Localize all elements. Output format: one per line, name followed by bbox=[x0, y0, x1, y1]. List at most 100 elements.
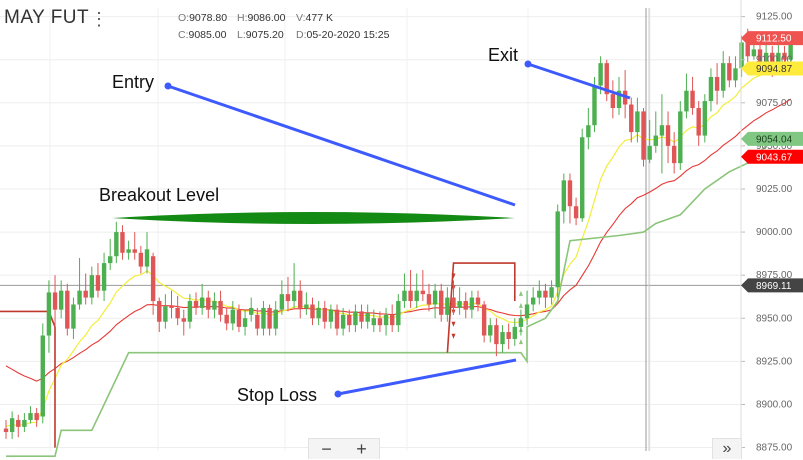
candle-body bbox=[34, 413, 39, 420]
candle-body bbox=[537, 290, 542, 298]
exit-arrow-dot bbox=[524, 60, 532, 68]
more-vertical-icon[interactable]: ⋮ bbox=[90, 9, 108, 29]
date-readout: D:05-20-2020 15:25 bbox=[296, 29, 390, 41]
candle-body bbox=[83, 290, 88, 298]
candle-body bbox=[206, 297, 211, 310]
candle-body bbox=[445, 297, 450, 315]
stop-loss-arrow bbox=[337, 358, 517, 396]
candle-body bbox=[101, 263, 107, 291]
candle-body bbox=[95, 275, 101, 291]
candle-body bbox=[187, 301, 193, 322]
stop-marker-down bbox=[451, 321, 456, 327]
candle-body bbox=[310, 304, 315, 319]
candle-body bbox=[494, 325, 499, 345]
y-tick-label: 9000.00 bbox=[756, 227, 793, 238]
candle-body bbox=[212, 301, 217, 310]
candle-body bbox=[690, 90, 695, 108]
annotation-overlays bbox=[112, 60, 631, 398]
candle-body bbox=[512, 326, 517, 339]
stop-marker-down bbox=[451, 273, 456, 279]
candle-body bbox=[236, 309, 242, 327]
candle-body bbox=[322, 307, 327, 322]
candle-body bbox=[255, 314, 260, 329]
candle-body bbox=[28, 413, 33, 420]
candle-body bbox=[261, 307, 266, 329]
candle-body bbox=[181, 318, 186, 322]
candle-body bbox=[65, 290, 70, 329]
candle-body bbox=[218, 301, 223, 315]
candle-body bbox=[641, 111, 646, 160]
price-axis[interactable]: 9125.00 9100.00 9075.00 9050.00 9025.00 9000.… bbox=[740, 0, 793, 458]
candle-body bbox=[776, 52, 781, 67]
zoom-in-button[interactable]: + bbox=[356, 438, 367, 459]
candle-body bbox=[285, 294, 291, 302]
exit-annotation: Exit bbox=[488, 45, 519, 65]
price-label-9094.87 bbox=[741, 61, 803, 76]
candle-body bbox=[702, 101, 708, 136]
price-label-text: 8969.11 bbox=[756, 281, 792, 292]
candle-body bbox=[432, 290, 438, 305]
candle-body bbox=[408, 290, 413, 302]
candle-body bbox=[120, 232, 125, 253]
candle-body bbox=[365, 313, 370, 322]
zoom-controls: − + bbox=[308, 438, 380, 459]
candle-body bbox=[573, 206, 579, 219]
candle-body bbox=[169, 306, 174, 308]
price-label-text: 9043.67 bbox=[756, 152, 793, 163]
candle-body bbox=[530, 297, 536, 305]
symbol-title[interactable]: MAY FUT bbox=[4, 7, 90, 28]
candle-body bbox=[524, 304, 530, 319]
candle-body bbox=[463, 301, 468, 310]
candle-body bbox=[316, 307, 321, 319]
entry-arrow bbox=[167, 84, 516, 207]
candle-body bbox=[163, 306, 168, 322]
y-tick-label: 9125.00 bbox=[756, 12, 793, 23]
candle-body bbox=[665, 125, 671, 146]
candle-body bbox=[242, 318, 248, 327]
candle-body bbox=[224, 314, 229, 324]
candle-body bbox=[114, 232, 119, 257]
stop-marker-down bbox=[451, 333, 456, 339]
y-tick-label: 8925.00 bbox=[756, 356, 793, 367]
exit-arrow bbox=[527, 62, 631, 100]
candle-body bbox=[481, 304, 487, 336]
candle-body bbox=[770, 52, 775, 67]
candle-body bbox=[273, 309, 278, 329]
candle-body bbox=[671, 145, 677, 164]
candle-body bbox=[193, 301, 199, 308]
candle-body bbox=[739, 42, 744, 69]
candle-body bbox=[383, 314, 389, 326]
stop-loss-annotation: Stop Loss bbox=[237, 385, 318, 405]
upper-stop-line bbox=[446, 262, 516, 353]
candle-body bbox=[647, 145, 652, 160]
stop-loss-arrow-dot bbox=[334, 390, 342, 398]
short-stop-line bbox=[0, 310, 56, 448]
candle-body bbox=[77, 290, 82, 305]
candle-body bbox=[291, 290, 297, 302]
y-tick-label: 9100.00 bbox=[756, 55, 793, 66]
candle-body bbox=[475, 297, 481, 305]
candle-body bbox=[267, 307, 272, 329]
price-label-8969.11 bbox=[741, 278, 803, 293]
zoom-out-button[interactable]: − bbox=[321, 438, 332, 459]
candle-body bbox=[126, 249, 131, 253]
price-label-9054.04 bbox=[741, 131, 803, 146]
candle-body bbox=[469, 297, 475, 310]
candlestick-series bbox=[3, 28, 793, 439]
candle-body bbox=[298, 290, 303, 308]
scroll-to-latest-button[interactable]: » bbox=[712, 438, 742, 459]
candle-body bbox=[616, 90, 622, 108]
trailing-stop-line bbox=[6, 138, 803, 457]
breakout-level-band bbox=[112, 212, 515, 224]
candle-body bbox=[751, 49, 757, 57]
candle-body bbox=[610, 94, 616, 108]
candle-body bbox=[457, 301, 462, 308]
y-tick-label: 8900.00 bbox=[756, 399, 793, 410]
candle-body bbox=[89, 275, 95, 298]
candle-body bbox=[353, 311, 358, 326]
breakout-annotation: Breakout Level bbox=[99, 185, 220, 205]
candle-body bbox=[580, 137, 585, 219]
candle-body bbox=[138, 252, 144, 267]
candle-body bbox=[199, 297, 205, 308]
